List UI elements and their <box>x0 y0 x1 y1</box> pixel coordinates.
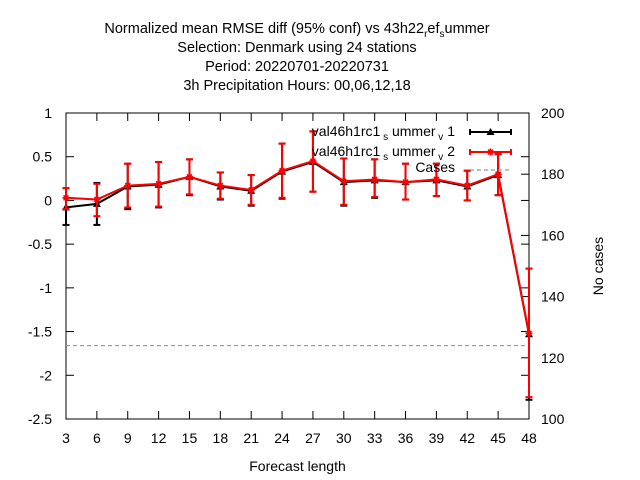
data-point-core <box>94 197 99 202</box>
x-tick-label: 3 <box>62 430 70 446</box>
legend-label-part: s <box>380 132 388 143</box>
y2-axis: 200 180 160 140 120 100 <box>521 105 565 427</box>
title-line-4: 3h Precipitation Hours: 00,06,12,18 <box>183 78 410 94</box>
data-point-core <box>372 177 377 182</box>
title-part: s <box>440 29 445 40</box>
x-tick-label: 9 <box>124 430 132 446</box>
y2-axis-label: No cases <box>590 237 606 295</box>
data-point-core <box>249 187 254 192</box>
x-tick-label: 30 <box>336 430 352 446</box>
data-point-core <box>310 159 315 164</box>
y2-tick-label: 120 <box>541 350 565 366</box>
plot-frame <box>65 112 530 420</box>
x-tick-label: 48 <box>521 430 537 446</box>
chart-title: Normalized mean RMSE diff (95% conf) vs … <box>104 21 489 94</box>
legend-label-part: ummer <box>388 143 436 159</box>
x-tick-label: 15 <box>182 430 198 446</box>
data-point-core <box>496 172 501 177</box>
y-tick-label: 1 <box>44 105 52 121</box>
legend-label-part: ummer <box>388 123 436 139</box>
x-axis-label: Forecast length <box>249 458 346 474</box>
series-line <box>65 160 530 335</box>
series-group <box>62 130 533 401</box>
data-point-core <box>280 168 285 173</box>
legend-label-2: val46h1rc1 s ummer v 2 <box>312 143 455 163</box>
legend-label-1: val46h1rc1 s ummer v 1 <box>312 123 455 143</box>
legend-label-part: 2 <box>443 143 455 159</box>
data-point-core <box>527 331 531 336</box>
x-tick-label: 42 <box>459 430 475 446</box>
data-point-core <box>64 195 68 200</box>
data-point-core <box>434 177 439 182</box>
x-tick-label: 33 <box>367 430 383 446</box>
y-axis: 1 0.5 0 -0.5 -1 -1.5 -2 -2.5 <box>28 105 529 427</box>
series-2 <box>62 130 533 399</box>
data-point-core <box>156 181 161 186</box>
legend-label-part: val46h1rc1 <box>312 143 381 159</box>
data-point-core <box>218 183 223 188</box>
legend-label-part: v <box>436 152 444 163</box>
x-tick-label: 36 <box>398 430 414 446</box>
x-axis: 3 6 9 12 15 18 21 24 27 30 33 36 39 42 45 48 <box>62 113 537 446</box>
legend-label-part: val46h1rc1 <box>312 123 381 139</box>
title-line-1: Normalized mean RMSE diff (95% conf) vs … <box>104 21 489 40</box>
data-point-core <box>403 180 408 185</box>
y-tick-label: -2 <box>40 367 53 383</box>
y2-tick-label: 100 <box>541 411 565 427</box>
y-tick-label: -0.5 <box>28 236 52 252</box>
legend-label-part: v <box>436 132 444 143</box>
title-part: ef <box>427 21 440 37</box>
title-part: ummer <box>445 21 490 37</box>
y2-tick-label: 140 <box>541 289 565 305</box>
title-part: Normalized mean RMSE diff (95% conf) vs … <box>104 21 424 37</box>
x-tick-label: 12 <box>151 430 167 446</box>
y-tick-label: 0 <box>44 192 52 208</box>
y-tick-label: -2.5 <box>28 411 52 427</box>
legend-label-part: 1 <box>443 123 455 139</box>
x-tick-label: 6 <box>93 430 101 446</box>
legend-marker-core <box>488 150 493 154</box>
title-line-3: Period: 20220701-20220731 <box>205 59 389 75</box>
legend-marker <box>486 128 495 135</box>
series-line <box>65 159 530 334</box>
x-tick-label: 45 <box>490 430 506 446</box>
x-tick-label: 24 <box>274 430 290 446</box>
y-tick-label: -1.5 <box>28 324 52 340</box>
title-part: r <box>424 29 428 40</box>
y-tick-label: 0.5 <box>33 149 53 165</box>
x-tick-label: 27 <box>305 430 321 446</box>
data-point-core <box>125 183 130 188</box>
y2-tick-label: 160 <box>541 227 565 243</box>
y2-tick-label: 200 <box>541 105 565 121</box>
x-tick-label: 21 <box>243 430 259 446</box>
x-tick-label: 18 <box>213 430 229 446</box>
y2-tick-label: 180 <box>541 166 565 182</box>
y-tick-label: -1 <box>40 280 53 296</box>
legend-label-part: s <box>380 152 388 163</box>
title-line-2: Selection: Denmark using 24 stations <box>177 40 416 56</box>
series-1 <box>62 130 533 401</box>
data-point-core <box>187 174 192 179</box>
data-point-core <box>465 183 470 188</box>
data-point-core <box>341 179 346 184</box>
legend-label-cases: Cases <box>415 159 455 175</box>
x-tick-label: 39 <box>429 430 445 446</box>
